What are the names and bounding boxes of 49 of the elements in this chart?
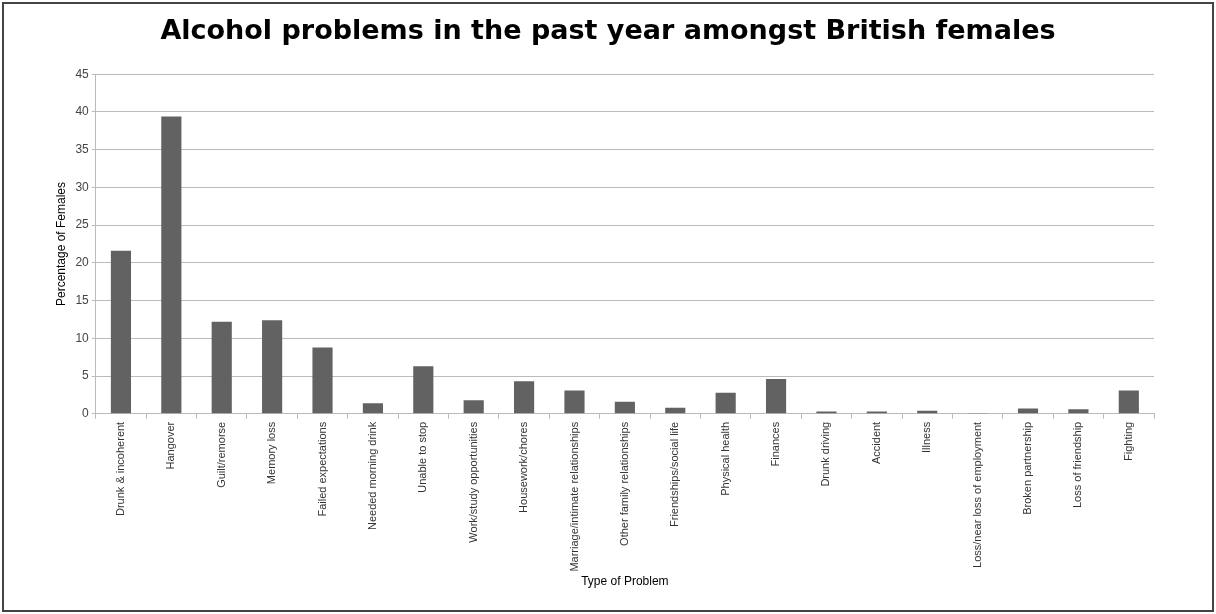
bar [262, 320, 283, 414]
chart-title: Alcohol problems in the past year amongst British females [159, 14, 1057, 45]
x-tick-label: Guilt/remorse [214, 421, 227, 488]
x-tick-label: Broken partnership [1021, 421, 1034, 515]
bar [1068, 409, 1089, 414]
x-tick-label: Finances [769, 421, 782, 467]
bar [463, 400, 484, 414]
bar [614, 401, 635, 414]
y-tick-label: 15 [75, 292, 90, 307]
bar [514, 381, 535, 414]
y-tick-label: 20 [75, 255, 90, 270]
x-tick-label: Physical health [718, 421, 731, 496]
y-axis-title: Percentage of Females [53, 181, 68, 307]
x-tick-label: Loss of friendship [1071, 421, 1084, 509]
y-tick-label: 10 [75, 330, 90, 345]
bar [312, 347, 333, 414]
x-tick-label: Friendships/social life [668, 421, 681, 527]
y-tick-label: 45 [75, 66, 90, 81]
bar [1118, 390, 1139, 414]
x-tick-label: Hangover [164, 421, 177, 470]
bar [211, 321, 232, 414]
x-tick-label: Drunk driving [819, 421, 832, 487]
x-tick-label: Needed morning drink [365, 421, 378, 531]
x-tick-label: Unable to stop [416, 421, 429, 493]
x-tick-label: Marriage/intimate relationships [567, 421, 580, 572]
x-tick-label: Drunk & incoherent [113, 421, 126, 516]
x-tick-label: Accident [869, 421, 882, 465]
x-tick-label: Work/study opportunities [466, 421, 479, 543]
x-tick-label: Illness [920, 421, 933, 453]
bar [564, 390, 585, 414]
y-tick-label: 35 [75, 141, 90, 156]
bar [765, 379, 787, 414]
x-tick-label: Other family relationships [617, 421, 630, 546]
x-tick-label: Fighting [1121, 421, 1134, 461]
bar [715, 392, 736, 414]
bar [362, 403, 383, 414]
x-tick-label: Failed expectations [315, 421, 328, 517]
y-tick-label: 5 [82, 368, 90, 383]
x-tick-label: Housework/chores [517, 421, 530, 513]
x-tick-label: Memory loss [265, 421, 278, 485]
bar [110, 250, 132, 414]
y-tick-label: 40 [75, 104, 90, 119]
x-axis-title: Type of Problem [581, 574, 669, 589]
bar [413, 366, 434, 414]
bar [161, 116, 182, 414]
y-tick-label: 30 [75, 179, 90, 194]
x-tick-label: Loss/near loss of employment [970, 421, 983, 568]
y-tick-label: 0 [82, 406, 90, 421]
y-tick-label: 25 [75, 217, 90, 232]
